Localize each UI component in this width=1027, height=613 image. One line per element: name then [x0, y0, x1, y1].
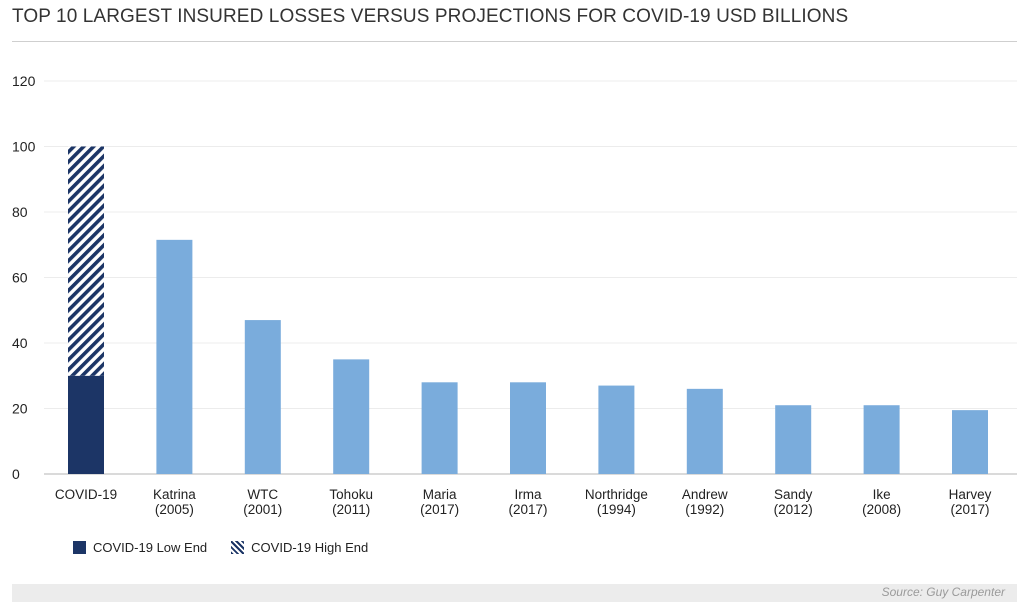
bar-covid-high [68, 146, 104, 376]
x-tick-label: Tohoku [329, 487, 373, 502]
bar-tohoku [333, 359, 370, 474]
y-tick-label: 80 [12, 204, 28, 220]
legend-swatch-low [73, 541, 86, 554]
x-tick-label: Irma [515, 487, 542, 502]
bar-irma [510, 382, 546, 474]
source-note: Source: Guy Carpenter [881, 585, 1005, 599]
legend-label-low: COVID-19 Low End [93, 540, 208, 555]
x-tick-year: (2017) [508, 502, 547, 517]
chart-title: TOP 10 LARGEST INSURED LOSSES VERSUS PRO… [12, 6, 849, 27]
legend-item-high: COVID-19 High End [231, 540, 368, 555]
x-tick-year: (2008) [862, 502, 901, 517]
legend-swatch-high [231, 541, 245, 554]
x-tick-year: (2017) [950, 502, 989, 517]
x-tick-label: Harvey [949, 487, 992, 502]
x-tick-label: Andrew [682, 487, 728, 502]
bar-covid-low [68, 375, 104, 474]
x-tick-label: WTC [247, 487, 278, 502]
bar-maria [421, 382, 458, 474]
y-tick-label: 120 [12, 73, 36, 89]
legend-label-high: COVID-19 High End [251, 540, 369, 555]
bar-ike [863, 405, 900, 474]
bar-andrew [686, 388, 723, 474]
legend: COVID-19 Low End COVID-19 High End [73, 540, 368, 555]
y-tick-label: 20 [12, 401, 28, 417]
x-tick-year: (1994) [597, 502, 636, 517]
bar-wtc [244, 320, 281, 474]
x-tick-year: (2005) [155, 502, 194, 517]
bar-northridge [598, 385, 635, 474]
x-tick-year: (2011) [332, 502, 370, 517]
bar-sandy [775, 405, 812, 474]
bar-harvey [952, 410, 988, 474]
x-tick-label: Katrina [153, 487, 196, 502]
bar-katrina [156, 239, 193, 474]
x-tick-label: Maria [423, 487, 457, 502]
y-tick-label: 0 [12, 466, 20, 482]
source-bar: Source: Guy Carpenter [12, 584, 1017, 602]
x-tick-label: Ike [873, 487, 891, 502]
x-tick-year: (2001) [243, 502, 282, 517]
x-tick-label: COVID-19 [55, 487, 117, 502]
y-tick-label: 100 [12, 139, 36, 155]
x-tick-year: (2017) [420, 502, 459, 517]
x-tick-year: (1992) [685, 502, 724, 517]
x-tick-label: Northridge [585, 487, 648, 502]
x-tick-label: Sandy [774, 487, 813, 502]
y-tick-label: 40 [12, 335, 28, 351]
title-divider [12, 41, 1017, 42]
x-tick-year: (2012) [774, 502, 813, 517]
legend-item-low: COVID-19 Low End [73, 540, 207, 555]
y-tick-label: 60 [12, 270, 28, 286]
